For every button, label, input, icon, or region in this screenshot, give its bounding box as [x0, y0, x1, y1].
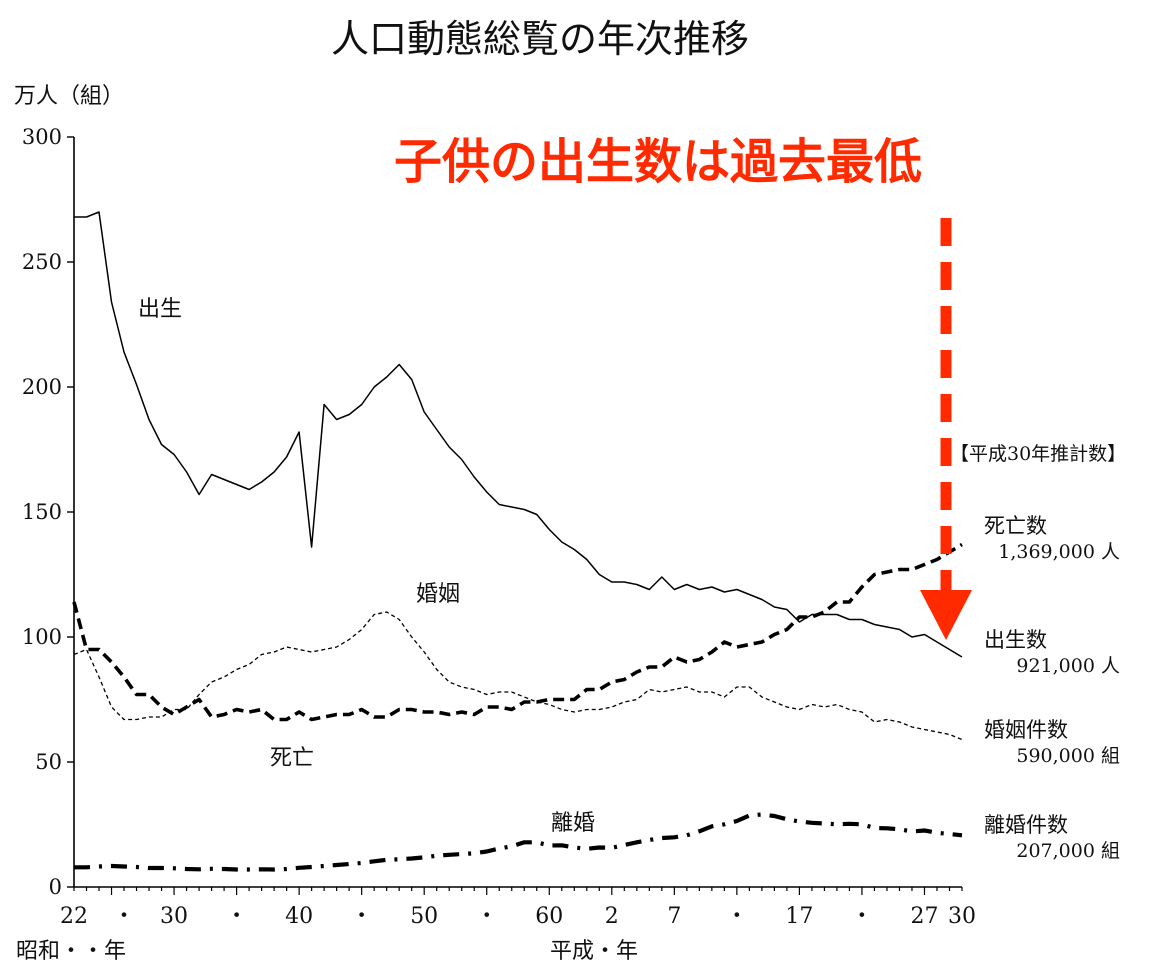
series-line-婚姻	[73, 611, 963, 741]
down-arrow-icon	[920, 218, 972, 640]
x-tick-label: 2	[605, 904, 619, 929]
x-ticks: 22 ・ 30 ・ 40 ・ 50 ・ 60 2 7 ・ 17 ・ 27 30	[60, 887, 976, 929]
x-tick-label: 27	[910, 904, 938, 929]
series-line-死亡	[72, 542, 963, 722]
legend-label-離婚: 離婚件数	[984, 813, 1068, 837]
y-tick-label: 100	[22, 625, 62, 649]
legend-label-死亡: 死亡数	[984, 514, 1047, 538]
y-tick-label: 50	[35, 750, 62, 774]
arrow-head	[920, 590, 972, 640]
y-tick-label: 150	[22, 500, 62, 524]
inline-label-離婚: 離婚	[551, 811, 595, 836]
series-line-出生	[74, 211, 963, 658]
series-layer	[72, 211, 963, 872]
x-tick-label: ・	[851, 904, 873, 929]
x-tick-label: 30	[160, 904, 188, 929]
y-ticks: 0 50 100 150 200 250 300	[22, 125, 74, 899]
legend-value-婚姻: 590,000 組	[1016, 745, 1120, 767]
x-axis-label-heisei: 平成・年	[550, 939, 638, 964]
inline-label-出生: 出生	[138, 297, 182, 322]
y-tick-label: 0	[49, 875, 62, 899]
x-tick-label: 7	[667, 904, 681, 929]
legend-value-離婚: 207,000 組	[1016, 840, 1120, 862]
x-tick-label: ・	[476, 904, 498, 929]
y-tick-label: 300	[22, 125, 62, 149]
x-tick-label: 50	[410, 904, 438, 929]
x-tick-label: ・	[351, 904, 373, 929]
x-axis-label-showa: 昭和・・年	[16, 939, 126, 964]
chart-subtitle: 子供の出生数は過去最低	[394, 134, 922, 190]
series-line-離婚	[74, 812, 963, 872]
inline-label-死亡: 死亡	[270, 746, 314, 771]
x-tick-label: 17	[785, 904, 813, 929]
legend-value-死亡: 1,369,000 人	[998, 541, 1120, 563]
y-tick-label: 200	[22, 375, 62, 399]
x-tick-label: 30	[948, 904, 976, 929]
legend-label-出生: 出生数	[984, 628, 1047, 652]
inline-label-婚姻: 婚姻	[416, 582, 460, 607]
x-tick-label: ・	[226, 904, 248, 929]
legend-value-出生: 921,000 人	[1016, 655, 1120, 677]
y-tick-label: 250	[22, 250, 62, 274]
y-axis-label: 万人（組）	[14, 84, 124, 109]
x-tick-label: ・	[113, 904, 135, 929]
estimate-header: 【平成30年推計数】	[950, 443, 1126, 465]
legend-label-婚姻: 婚姻件数	[984, 718, 1068, 742]
chart-title: 人口動態総覧の年次推移	[331, 17, 749, 61]
axes	[73, 137, 962, 888]
x-tick-label: 22	[60, 904, 88, 929]
x-tick-label: ・	[726, 904, 748, 929]
x-tick-label: 40	[285, 904, 313, 929]
x-tick-label: 60	[535, 904, 563, 929]
